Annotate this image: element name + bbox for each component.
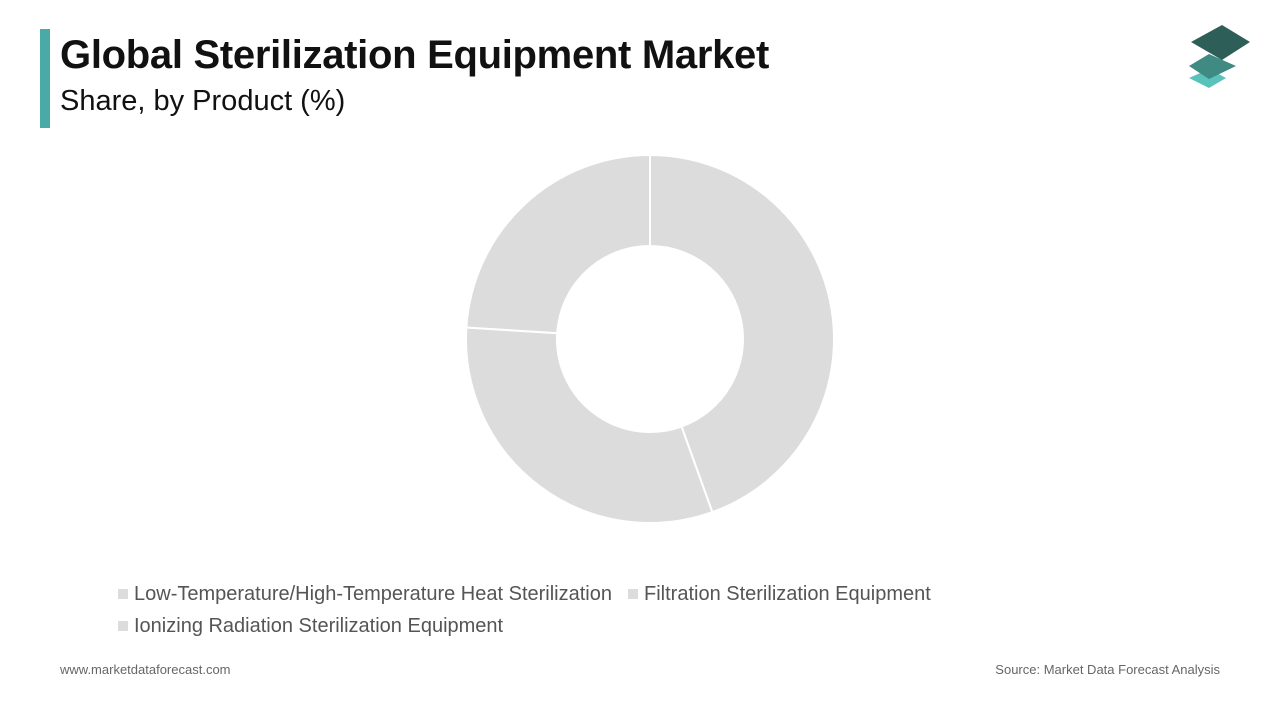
logo-layer-top — [1191, 25, 1250, 60]
page-title: Global Sterilization Equipment Market — [60, 33, 769, 77]
footer-website: www.marketdataforecast.com — [60, 662, 231, 677]
title-accent-bar — [40, 29, 50, 128]
legend-swatch — [118, 621, 128, 631]
logo-layer-middle — [1189, 54, 1236, 79]
legend-row: Low-Temperature/High-Temperature Heat St… — [118, 578, 1118, 610]
page-subtitle: Share, by Product (%) — [60, 85, 346, 117]
legend-label: Filtration Sterilization Equipment — [644, 582, 931, 605]
legend-item: Low-Temperature/High-Temperature Heat St… — [118, 583, 612, 606]
pie-slice-2 — [465, 153, 651, 335]
chart-legend: Low-Temperature/High-Temperature Heat St… — [118, 578, 1118, 642]
pie-slice-0 — [649, 153, 835, 514]
legend-row: Ionizing Radiation Sterilization Equipme… — [118, 610, 1118, 642]
legend-swatch — [628, 589, 638, 599]
donut-chart — [465, 153, 835, 524]
legend-item: Ionizing Radiation Sterilization Equipme… — [118, 615, 503, 638]
legend-label: Ionizing Radiation Sterilization Equipme… — [134, 614, 504, 637]
footer-source: Source: Market Data Forecast Analysis — [995, 662, 1220, 677]
legend-label: Low-Temperature/High-Temperature Heat St… — [134, 582, 612, 605]
legend-swatch — [118, 589, 128, 599]
stacked-layers-icon — [1189, 25, 1250, 88]
pie-slice-1 — [465, 326, 714, 524]
legend-item: Filtration Sterilization Equipment — [628, 583, 931, 606]
